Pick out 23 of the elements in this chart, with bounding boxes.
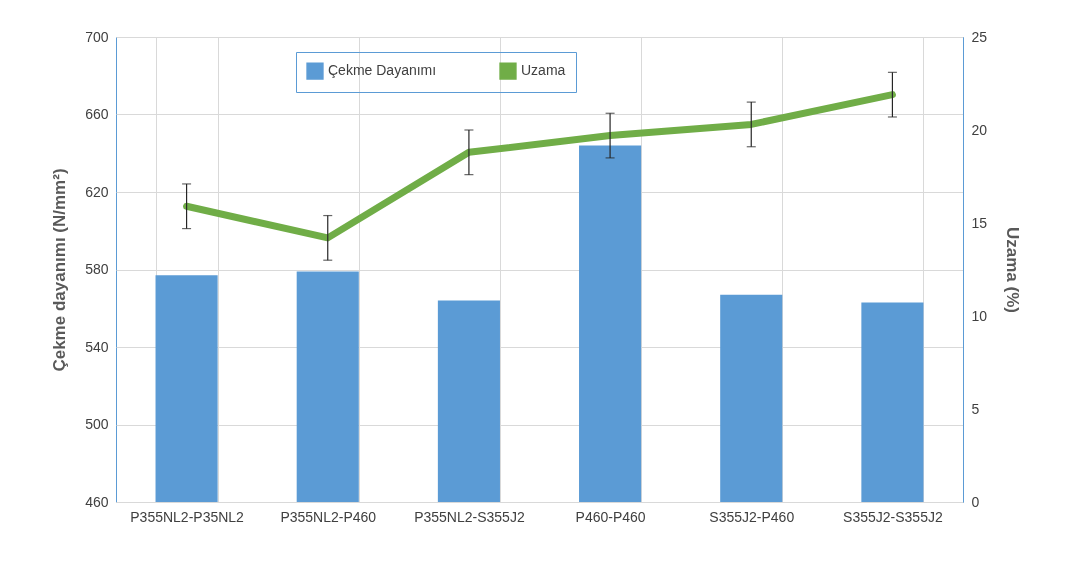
y2-tick-label: 15 [971, 214, 988, 231]
y-tick-label: 700 [85, 28, 109, 45]
x-tick-label: P355NL2-P35NL2 [130, 508, 245, 525]
legend-label: Çekme Dayanımı [328, 62, 437, 79]
y-tick-label: 460 [85, 493, 109, 510]
y2-tick-label: 0 [971, 493, 980, 510]
x-tick-label: P460-P460 [575, 508, 646, 525]
y2-tick-label: 25 [971, 28, 988, 45]
y-tick-label: 540 [85, 338, 109, 355]
y2-tick-label: 20 [971, 121, 988, 138]
x-tick-label: P355NL2-P460 [280, 508, 377, 525]
x-tick-label: P355NL2-S355J2 [414, 508, 525, 525]
y-tick-label: 660 [85, 106, 109, 122]
y-tick-label: 580 [85, 261, 109, 277]
y2-axis-title: Uzama (%) [1003, 227, 1023, 313]
y-axis-title: Çekme dayanımı (N/mm²) [50, 168, 70, 372]
y-tick-label: 620 [85, 183, 109, 200]
x-tick-label: S355J2-S355J2 [843, 508, 943, 525]
y2-tick-label: 5 [971, 400, 980, 417]
x-tick-label: S355J2-P460 [709, 508, 795, 525]
legend-label: Uzama [521, 62, 566, 79]
y2-tick-label: 10 [971, 307, 988, 324]
y-tick-label: 500 [85, 416, 109, 432]
